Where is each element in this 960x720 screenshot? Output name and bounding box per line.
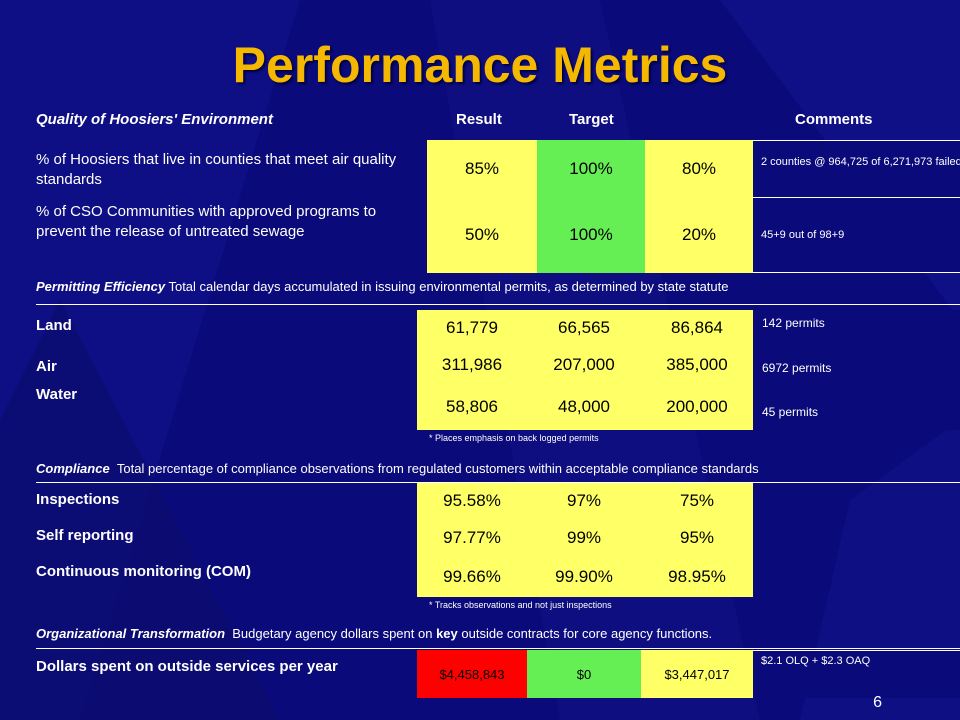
organizational-dollars-col3: $3,447,017 <box>641 650 753 698</box>
organizational-desc-key: key <box>436 626 458 641</box>
compliance-self-result: 97.77% <box>417 519 527 557</box>
permitting-land-target: 66,565 <box>527 310 641 346</box>
permitting-air-label: Air <box>36 358 57 375</box>
header-comments: Comments <box>795 111 873 128</box>
compliance-note: * Tracks observations and not just inspe… <box>429 600 612 610</box>
compliance-continuous-label: Continuous monitoring (COM) <box>36 563 251 580</box>
quality-row1-comment-text: 2 counties @ 964,725 of 6,271,973 failed <box>761 156 960 168</box>
organizational-dollars-comment: $2.1 OLQ + $2.3 OAQ <box>753 650 960 698</box>
quality-row2-col3: 20% <box>645 197 753 273</box>
permitting-section-desc: Total calendar days accumulated in issui… <box>168 279 729 294</box>
permitting-water-label: Water <box>36 386 78 403</box>
organizational-section-title: Organizational Transformation <box>36 626 226 641</box>
compliance-divider <box>36 482 960 483</box>
organizational-desc-before: Budgetary agency dollars spent on <box>232 626 433 641</box>
quality-divider <box>753 272 960 273</box>
organizational-desc-after: outside contracts for core agency functi… <box>461 626 713 641</box>
quality-row1-col3: 80% <box>645 140 753 197</box>
compliance-section-header: Compliance Total percentage of complianc… <box>36 461 956 476</box>
permitting-air-target: 207,000 <box>527 346 641 383</box>
quality-row2-comment-text: 45+9 out of 98+9 <box>761 229 845 241</box>
header-target: Target <box>569 111 614 128</box>
permitting-section-header: Permitting Efficiency Total calendar day… <box>36 279 936 294</box>
permitting-air-comment: 6972 permits <box>762 361 832 375</box>
organizational-dollars-label: Dollars spent on outside services per ye… <box>36 658 338 675</box>
permitting-water-col3: 200,000 <box>641 383 753 430</box>
compliance-section-title: Compliance <box>36 461 110 476</box>
compliance-self-col3: 95% <box>641 519 753 557</box>
quality-row1-target: 100% <box>537 140 645 197</box>
header-result: Result <box>456 111 502 128</box>
organizational-dollars-target: $0 <box>527 650 641 698</box>
permitting-land-comment: 142 permits <box>762 316 825 330</box>
permitting-section-title: Permitting Efficiency <box>36 279 166 294</box>
header-category: Quality of Hoosiers' Environment <box>36 111 273 128</box>
organizational-divider <box>36 648 960 649</box>
permitting-water-result: 58,806 <box>417 383 527 430</box>
compliance-continuous-col3: 98.95% <box>641 557 753 597</box>
page-title: Performance Metrics <box>232 37 728 93</box>
compliance-continuous-target: 99.90% <box>527 557 641 597</box>
compliance-section-desc: Total percentage of compliance observati… <box>116 461 759 476</box>
permitting-air-col3: 385,000 <box>641 346 753 383</box>
organizational-dollars-comment-text: $2.1 OLQ + $2.3 OAQ <box>761 655 871 667</box>
quality-row1-result: 85% <box>427 140 537 197</box>
quality-row2-comment: 45+9 out of 98+9 <box>753 197 960 273</box>
quality-row1-label: % of Hoosiers that live in counties that… <box>36 151 397 188</box>
permitting-water-target: 48,000 <box>527 383 641 430</box>
compliance-inspections-col3: 75% <box>641 483 753 519</box>
quality-row2-result: 50% <box>427 197 537 273</box>
permitting-land-label: Land <box>36 317 72 334</box>
organizational-dollars-result: $4,458,843 <box>417 650 527 698</box>
permitting-land-result: 61,779 <box>417 310 527 346</box>
compliance-inspections-label: Inspections <box>36 491 120 508</box>
permitting-divider <box>36 304 960 305</box>
page-number: 6 <box>873 694 882 711</box>
quality-row2-target: 100% <box>537 197 645 273</box>
organizational-section-header: Organizational Transformation Budgetary … <box>36 626 936 641</box>
quality-row1-comment: 2 counties @ 964,725 of 6,271,973 failed <box>753 140 960 197</box>
compliance-inspections-target: 97% <box>527 483 641 519</box>
quality-row2-label: % of CSO Communities with approved progr… <box>36 203 377 240</box>
permitting-water-comment: 45 permits <box>762 405 819 419</box>
permitting-land-col3: 86,864 <box>641 310 753 346</box>
compliance-self-label: Self reporting <box>36 527 134 544</box>
permitting-note: * Places emphasis on back logged permits <box>429 433 599 443</box>
permitting-air-result: 311,986 <box>417 346 527 383</box>
compliance-continuous-result: 99.66% <box>417 557 527 597</box>
compliance-self-target: 99% <box>527 519 641 557</box>
compliance-inspections-result: 95.58% <box>417 483 527 519</box>
permitting-comments: 142 permits 6972 permits 45 permits <box>753 310 960 430</box>
